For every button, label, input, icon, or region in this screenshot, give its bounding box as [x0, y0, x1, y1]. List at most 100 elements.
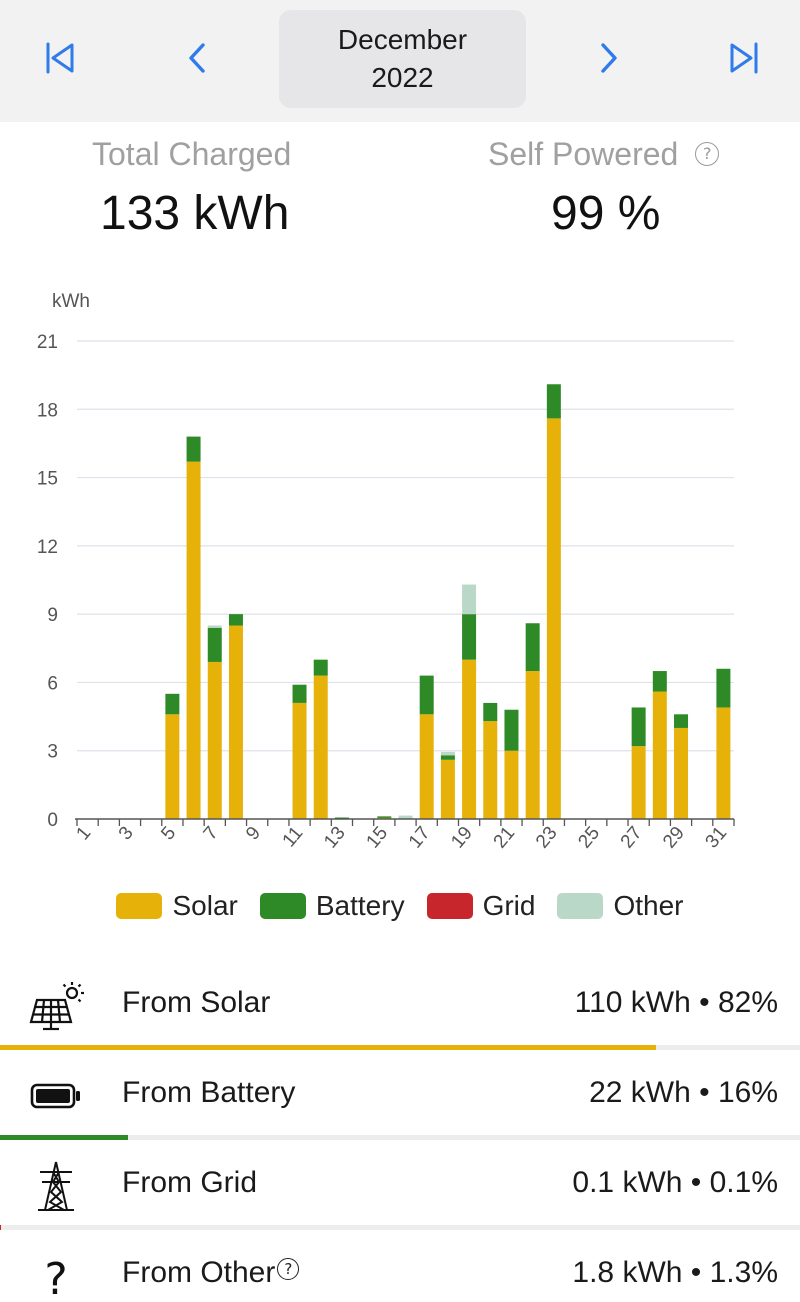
y-tick-label: 0	[47, 810, 58, 831]
legend-item-solar[interactable]: Solar	[116, 890, 238, 922]
bar-solar-day-22	[525, 671, 540, 819]
period-navigation-bar: December 2022	[0, 0, 800, 122]
skip-start-icon	[46, 42, 74, 74]
share-progress-fill	[0, 1045, 656, 1050]
x-tick-label: 5	[157, 823, 180, 845]
bar-solar-day-29	[674, 727, 689, 819]
bar-battery-day-27	[631, 707, 646, 747]
source-label-text: From Battery	[122, 1076, 296, 1109]
skip-end-icon	[730, 42, 758, 74]
bar-battery-day-5	[165, 693, 180, 715]
next-period-button[interactable]	[586, 36, 630, 80]
bar-other-day-19	[462, 584, 477, 615]
help-icon[interactable]: ?	[277, 1258, 300, 1280]
x-tick-label: 1	[73, 823, 96, 845]
bar-solar-day-28	[652, 691, 667, 819]
x-tick-label: 19	[447, 823, 477, 853]
bar-battery-day-8	[228, 614, 243, 626]
x-tick-label: 25	[574, 823, 604, 853]
bar-battery-day-11	[292, 684, 307, 703]
total-charged-value: 133 kWh	[100, 187, 290, 240]
bar-solar-day-8	[228, 625, 243, 819]
source-label: From Battery	[122, 1076, 295, 1110]
bar-battery-day-6	[186, 436, 201, 462]
month-label: December	[337, 24, 468, 55]
source-value: 22 kWh • 16%	[589, 1076, 778, 1109]
y-tick-label: 12	[37, 537, 58, 558]
bar-battery-day-22	[525, 623, 540, 672]
x-tick-label: 11	[279, 823, 308, 852]
source-row-from-grid[interactable]: From Grid 0.1 kWh • 0.1%	[0, 1140, 800, 1230]
bar-battery-day-12	[313, 659, 328, 676]
legend-item-battery[interactable]: Battery	[259, 890, 405, 922]
share-progress-fill	[0, 1225, 1, 1230]
legend-swatch	[426, 893, 473, 919]
bar-battery-day-31	[716, 668, 731, 708]
bar-solar-day-17	[419, 714, 434, 819]
x-tick-label: 27	[617, 823, 647, 853]
legend-item-grid[interactable]: Grid	[426, 890, 535, 922]
legend-label: Battery	[315, 890, 405, 921]
legend-swatch	[259, 893, 306, 919]
chevron-left-icon	[189, 43, 205, 73]
bar-battery-day-17	[419, 675, 434, 715]
bar-group	[165, 384, 731, 819]
source-row-from-solar[interactable]: From Solar 110 kWh • 82%	[0, 960, 800, 1050]
bar-battery-day-20	[483, 702, 498, 722]
previous-period-button[interactable]	[176, 36, 220, 80]
y-tick-label: 15	[37, 469, 58, 490]
source-value: 0.1 kWh • 0.1%	[572, 1166, 778, 1199]
y-tick-label: 3	[47, 742, 58, 763]
bar-battery-day-28	[652, 671, 667, 692]
y-tick-label: 9	[47, 605, 58, 626]
source-row-from-battery[interactable]: From Battery 22 kWh • 16%	[0, 1050, 800, 1140]
chart-legend: Solar Battery Grid Other	[0, 890, 800, 922]
bar-solar-day-5	[165, 714, 180, 819]
power-tower-icon	[28, 1160, 84, 1212]
period-selector[interactable]: December 2022	[279, 10, 526, 108]
bar-battery-day-7	[207, 627, 222, 662]
self-powered-heading: Self Powered ?	[488, 136, 720, 173]
x-tick-label: 17	[405, 823, 435, 853]
source-value: 1.8 kWh • 1.3%	[572, 1256, 778, 1289]
source-label: From Other?	[122, 1256, 300, 1290]
bar-solar-day-12	[313, 675, 328, 819]
legend-label: Other	[613, 890, 684, 921]
source-label-text: From Grid	[122, 1166, 257, 1199]
y-axis-unit-label: kWh	[52, 291, 90, 312]
source-label-text: From Other	[122, 1256, 276, 1289]
self-powered-value: 99 %	[551, 187, 661, 240]
bar-solar-day-11	[292, 702, 307, 819]
source-label: From Solar	[122, 986, 270, 1020]
bar-solar-day-27	[631, 746, 646, 819]
bar-solar-day-18	[440, 759, 455, 819]
legend-item-other[interactable]: Other	[557, 890, 684, 922]
help-icon[interactable]: ?	[695, 141, 720, 166]
x-tick-label: 31	[702, 823, 732, 853]
source-value: 110 kWh • 82%	[574, 986, 778, 1019]
x-tick-label: 9	[242, 823, 265, 845]
solar-panel-icon	[28, 980, 84, 1032]
source-row-from-other[interactable]: ? From Other? 1.8 kWh • 1.3%	[0, 1230, 800, 1302]
chevron-right-icon	[601, 43, 617, 73]
bar-solar-day-6	[186, 461, 201, 819]
bar-other-day-7	[207, 625, 222, 628]
total-charged-label: Total Charged	[92, 136, 292, 172]
x-tick-label: 13	[320, 823, 350, 853]
bar-solar-day-21	[504, 750, 519, 819]
bar-solar-day-23	[546, 418, 561, 819]
share-progress-track	[0, 1135, 800, 1140]
bar-solar-day-20	[483, 721, 498, 819]
year-label: 2022	[371, 62, 434, 93]
bar-battery-day-19	[462, 614, 477, 660]
first-period-button[interactable]	[38, 36, 82, 80]
share-progress-track	[0, 1045, 800, 1050]
bar-battery-day-18	[440, 755, 455, 760]
battery-icon	[28, 1070, 84, 1122]
source-label-text: From Solar	[122, 986, 271, 1019]
source-label: From Grid	[122, 1166, 257, 1200]
y-tick-label: 6	[47, 673, 58, 694]
svg-text:?: ?	[44, 1254, 67, 1302]
last-period-button[interactable]	[722, 36, 766, 80]
share-progress-track	[0, 1225, 800, 1230]
